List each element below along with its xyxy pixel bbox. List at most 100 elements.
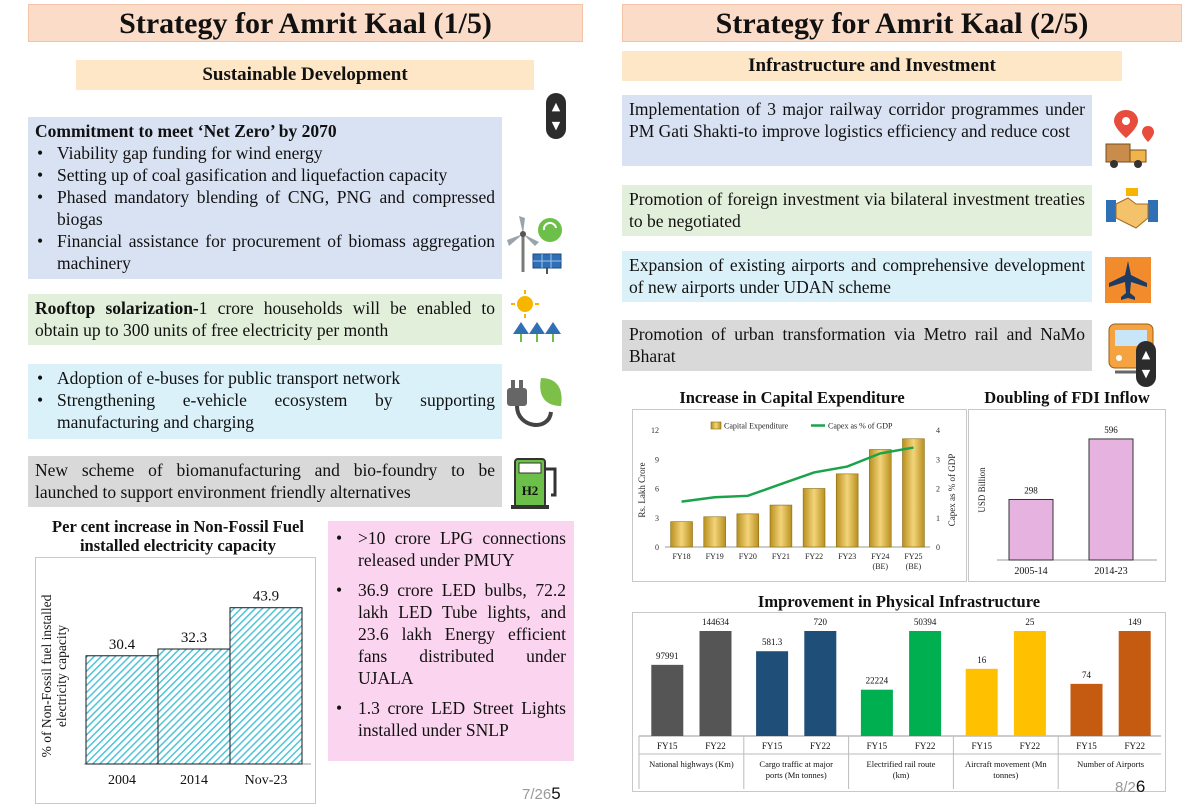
tick-label: FY22 <box>915 741 936 751</box>
e-bus-box: Adoption of e-buses for public transport… <box>28 364 502 439</box>
slide-title: Strategy for Amrit Kaal (2/5) <box>622 4 1182 42</box>
tick-label: 12 <box>651 426 659 435</box>
group-label: Number of Airports <box>1077 759 1144 769</box>
tick-label: FY22 <box>705 741 726 751</box>
legend-label: Capital Expenditure <box>724 422 789 431</box>
chevron-down-icon[interactable]: ▼ <box>1141 367 1151 380</box>
bar <box>1008 498 1054 561</box>
bar <box>835 473 859 548</box>
bar <box>804 631 837 736</box>
bar <box>229 607 303 765</box>
airport-expansion-box: Expansion of existing airports and compr… <box>622 251 1092 302</box>
tick-label: 9 <box>655 455 659 464</box>
data-label: 50394 <box>914 617 937 627</box>
data-label: 144634 <box>702 617 730 627</box>
page-number-total: 7/26 <box>522 786 552 803</box>
chevron-up-icon[interactable]: ▲ <box>1141 348 1151 361</box>
y-axis-label: Rs. Lakh Crore <box>637 462 647 517</box>
section-heading: Infrastructure and Investment <box>622 51 1122 81</box>
tick-label: 2014 <box>180 773 208 788</box>
fdi-chart: 298 2005-14 596 2014-23 USD Billion <box>977 425 1157 577</box>
tick-label: FY22 <box>1020 741 1041 751</box>
schemes-box: >10 crore LPG connections released under… <box>328 521 574 761</box>
list-item: Viability gap funding for wind energy <box>35 142 495 164</box>
bar <box>1088 438 1134 561</box>
tick-label: FY23 <box>838 552 856 561</box>
data-label: 25 <box>1025 617 1035 627</box>
chart-frame: 0 3 6 9 12 0 1 2 3 4 FY18 FY19 FY20 FY21 FY22 FY23 FY24(… <box>632 409 967 582</box>
list-item: >10 crore LPG connections released under… <box>334 527 566 571</box>
group-label: (km) <box>893 770 910 780</box>
data-label: 149 <box>1128 617 1142 627</box>
tick-label: FY22 <box>805 552 823 561</box>
data-label: 32.3 <box>181 630 207 646</box>
data-label: 30.4 <box>109 637 136 653</box>
bar <box>699 631 732 736</box>
bar <box>703 516 726 548</box>
page-number-current: 5 <box>551 784 561 803</box>
list-item: Phased mandatory blending of CNG, PNG an… <box>35 186 495 230</box>
bar <box>736 513 760 548</box>
list-item: Adoption of e-buses for public transport… <box>35 367 495 389</box>
page-number: 8/26 <box>1115 777 1145 797</box>
tick-label: FY22 <box>810 741 831 751</box>
tick-label: FY24 <box>871 552 889 561</box>
tick-label: 3 <box>655 514 659 523</box>
group-label: tonnes) <box>993 770 1018 780</box>
non-fossil-chart: 30.4 2004 32.3 2014 43.9 Nov-23 % of Non-Fossi… <box>39 589 311 788</box>
chart-title: Per cent increase in Non-Fossil Fuel ins… <box>52 517 304 555</box>
bar <box>651 664 684 736</box>
group-label: Cargo traffic at major <box>759 759 833 769</box>
net-zero-heading: Commitment to meet ‘Net Zero’ by 2070 <box>35 121 337 141</box>
biomanufacturing-box: New scheme of biomanufacturing and bio-f… <box>28 456 502 507</box>
data-label: 720 <box>814 617 828 627</box>
bar <box>802 488 826 548</box>
scroll-control[interactable]: ▲ ▼ <box>546 93 566 139</box>
tick-label: FY15 <box>971 741 992 751</box>
data-label: 97991 <box>656 651 679 661</box>
group-label: ports (Mn tonnes) <box>766 770 827 780</box>
railway-corridor-box: Implementation of 3 major railway corrid… <box>622 95 1092 166</box>
rooftop-solar-icon <box>511 290 561 342</box>
tick-label: 4 <box>936 426 940 435</box>
list-item: Strengthening e-vehicle ecosystem by sup… <box>35 389 495 433</box>
chevron-up-icon[interactable]: ▲ <box>551 100 561 113</box>
data-label: 581.3 <box>762 637 783 647</box>
section-heading: Sustainable Development <box>76 60 534 90</box>
y-axis-label-line: electricity capacity <box>54 625 69 728</box>
chart-frame: 30.4 2004 32.3 2014 43.9 Nov-23 % of Non-Fossi… <box>35 557 316 804</box>
rooftop-box: Rooftop solarization-1 crore households … <box>28 294 502 345</box>
bar <box>157 648 231 765</box>
page-number-total: 8/2 <box>1115 779 1136 796</box>
slide-right: Strategy for Amrit Kaal (2/5) Infrastruc… <box>612 0 1200 804</box>
bar <box>909 631 942 736</box>
slide-left: Strategy for Amrit Kaal (1/5) Sustainabl… <box>0 0 588 804</box>
data-label: 298 <box>1024 485 1038 495</box>
tick-sublabel: (BE) <box>873 562 889 571</box>
group-label: Electrified rail route <box>867 759 936 769</box>
list-item: Financial assistance for procurement of … <box>35 230 495 274</box>
data-label: 43.9 <box>253 589 279 605</box>
bar <box>1118 631 1151 736</box>
scroll-control[interactable]: ▲ ▼ <box>1136 341 1156 387</box>
tick-label: FY15 <box>657 741 678 751</box>
bar <box>869 449 892 548</box>
page-number-current: 6 <box>1135 777 1146 796</box>
tick-label: FY21 <box>772 552 790 561</box>
list-item: Setting up of coal gasification and liqu… <box>35 164 495 186</box>
tick-label: FY25 <box>904 552 922 561</box>
net-zero-box: Commitment to meet ‘Net Zero’ by 2070 Vi… <box>28 117 502 279</box>
tick-label: Nov-23 <box>245 773 288 788</box>
tick-label: FY18 <box>672 552 690 561</box>
legend-swatch <box>710 421 722 430</box>
tick-label: 3 <box>936 455 940 464</box>
tick-label: 2014-23 <box>1094 566 1127 577</box>
slide-title: Strategy for Amrit Kaal (1/5) <box>28 4 583 42</box>
logistics-delivery-icon <box>1105 110 1154 168</box>
chevron-down-icon[interactable]: ▼ <box>551 119 561 132</box>
chart-title: Doubling of FDI Inflow <box>984 388 1150 407</box>
bar <box>860 689 893 736</box>
tick-label: FY19 <box>706 552 724 561</box>
tick-label: FY15 <box>1076 741 1097 751</box>
